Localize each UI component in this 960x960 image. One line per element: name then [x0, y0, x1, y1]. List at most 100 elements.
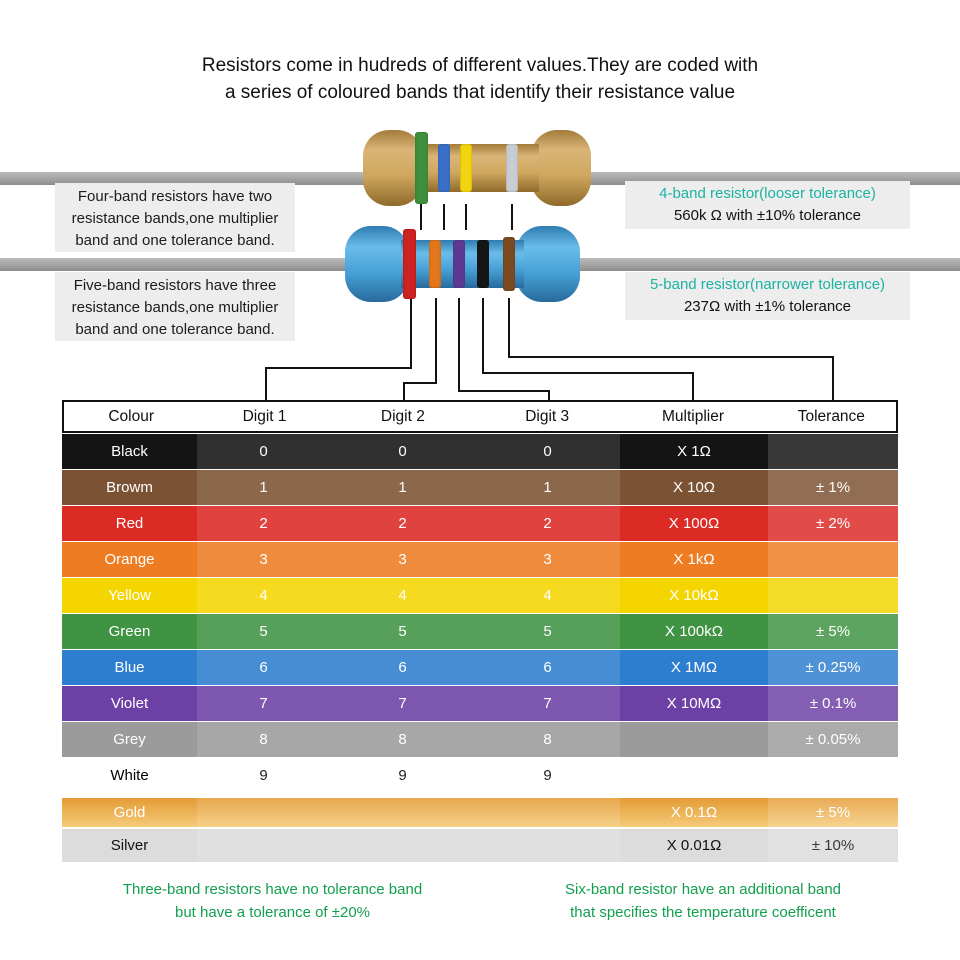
connector-line	[458, 298, 460, 392]
table-row-blue: Blue 6 6 6 X 1MΩ ± 0.25%	[62, 650, 898, 685]
green-band-icon	[415, 132, 428, 204]
five-band-resistor-illustration	[345, 226, 580, 302]
table-cell-black-d3: 0	[475, 434, 620, 469]
table-cell-black-d2: 0	[330, 434, 475, 469]
table-cell-orange-d1: 3	[197, 542, 330, 577]
table-row-grey: Grey 8 8 8 ± 0.05%	[62, 722, 898, 757]
connector-line	[482, 372, 694, 374]
connector-line	[403, 382, 437, 384]
table-cell-gold-d3	[475, 798, 620, 827]
table-cell-white-tol	[768, 758, 898, 793]
connector-line	[508, 298, 510, 358]
table-cell-black-mult: X 1Ω	[677, 443, 711, 460]
table-cell-grey-d1: 8	[197, 722, 330, 757]
table-row-silver: Silver X 0.01Ω ± 10%	[62, 829, 898, 862]
table-cell-violet-d3: 7	[475, 686, 620, 721]
table-cell-black-name: Black	[111, 443, 148, 460]
table-cell-grey-d2: 8	[330, 722, 475, 757]
table-cell-violet-mult: X 10MΩ	[666, 695, 722, 712]
page-title: Resistors come in hudreds of different v…	[201, 55, 759, 103]
four-band-resistor-illustration	[363, 130, 591, 206]
table-cell-orange-d2: 3	[330, 542, 475, 577]
connector-line	[548, 390, 550, 400]
table-cell-orange-tol	[768, 542, 898, 577]
table-cell-yellow-name: Yellow	[108, 587, 151, 604]
table-cell-silver-mult: X 0.01Ω	[666, 837, 722, 854]
red-band-icon	[403, 229, 416, 299]
five-band-caption-title: 5-band resistor(narrower tolerance)	[649, 276, 886, 293]
table-cell-white-d1: 9	[197, 758, 330, 793]
table-row-green: Green 5 5 5 X 100kΩ ± 5%	[62, 614, 898, 649]
table-cell-red-name: Red	[115, 515, 144, 532]
table-cell-yellow-d2: 4	[330, 578, 475, 613]
table-cell-violet-tol: ± 0.1%	[768, 686, 898, 721]
connector-line	[410, 298, 412, 369]
blue-band-icon	[438, 144, 450, 192]
table-cell-red-d1: 2	[197, 506, 330, 541]
table-cell-grey-d3: 8	[475, 722, 620, 757]
table-cell-yellow-d1: 4	[197, 578, 330, 613]
yellow-band-icon	[460, 144, 472, 192]
table-cell-red-d3: 2	[475, 506, 620, 541]
table-cell-green-tol: ± 5%	[768, 614, 898, 649]
connector-line	[403, 382, 405, 400]
table-cell-browm-name: Browm	[106, 479, 153, 496]
connector-line	[482, 298, 484, 374]
table-cell-gold-mult: X 0.1Ω	[670, 804, 718, 821]
table-cell-grey-mult	[620, 722, 768, 757]
table-cell-orange-name: Orange	[104, 551, 155, 568]
table-cell-violet-d1: 7	[197, 686, 330, 721]
table-header-tolerance: Tolerance	[797, 407, 865, 425]
silver-band-icon	[506, 144, 518, 192]
table-cell-blue-d1: 6	[197, 650, 330, 685]
table-cell-green-mult: X 100kΩ	[665, 623, 723, 640]
color-code-table: Colour Digit 1 Digit 2 Digit 3 Multiplier Tol…	[62, 400, 898, 862]
table-cell-blue-name: Blue	[114, 659, 145, 676]
four-band-caption-value: 560k Ω with ±10% tolerance	[673, 207, 862, 224]
table-cell-browm-d2: 1	[330, 470, 475, 505]
table-cell-violet-name: Violet	[110, 695, 149, 712]
table-cell-silver-d1	[197, 829, 330, 862]
table-cell-red-mult: X 100Ω	[668, 515, 720, 532]
table-cell-green-d2: 5	[330, 614, 475, 649]
connector-line	[420, 204, 422, 230]
table-cell-blue-mult: X 1MΩ	[670, 659, 718, 676]
table-cell-white-d3: 9	[475, 758, 620, 793]
table-cell-browm-d3: 1	[475, 470, 620, 505]
table-cell-blue-d3: 6	[475, 650, 620, 685]
table-cell-black-tol	[768, 434, 898, 469]
table-cell-yellow-tol	[768, 578, 898, 613]
resistor-body-left-cap	[345, 226, 409, 302]
table-header-colour: Colour	[108, 407, 155, 425]
connector-line	[265, 367, 412, 369]
table-header-digit-3: Digit 3	[525, 407, 570, 425]
connector-line	[265, 367, 267, 400]
table-cell-green-name: Green	[108, 623, 151, 640]
table-header-digit-2: Digit 2	[380, 407, 425, 425]
table-cell-grey-tol: ± 0.05%	[768, 722, 898, 757]
table-header-row: Colour Digit 1 Digit 2 Digit 3 Multiplier Tol…	[62, 400, 898, 433]
table-row-red: Red 2 2 2 X 100Ω ± 2%	[62, 506, 898, 541]
table-header-digit-1: Digit 1	[242, 407, 287, 425]
table-cell-white-mult	[620, 758, 768, 793]
table-cell-green-d3: 5	[475, 614, 620, 649]
orange-band-icon	[429, 240, 441, 288]
four-band-caption: 4-band resistor(looser tolerance) 560k Ω…	[625, 181, 910, 229]
table-cell-gold-d1	[197, 798, 330, 827]
connector-line	[832, 356, 834, 400]
table-cell-browm-d1: 1	[197, 470, 330, 505]
connector-line	[443, 204, 445, 230]
resistor-body-right-cap	[516, 226, 580, 302]
connector-line	[692, 372, 694, 400]
four-band-note: Four-band resistors have two resistance …	[55, 183, 295, 252]
table-cell-white-name: White	[110, 767, 149, 784]
three-band-footnote: Three-band resistors have no tolerance b…	[122, 881, 423, 921]
table-cell-silver-d2	[330, 829, 475, 862]
table-cell-grey-name: Grey	[113, 731, 146, 748]
table-cell-white-d2: 9	[330, 758, 475, 793]
table-row-white: White 9 9 9	[62, 758, 898, 793]
connector-line	[435, 298, 437, 384]
table-cell-yellow-d3: 4	[475, 578, 620, 613]
table-cell-blue-d2: 6	[330, 650, 475, 685]
table-row-orange: Orange 3 3 3 X 1kΩ	[62, 542, 898, 577]
